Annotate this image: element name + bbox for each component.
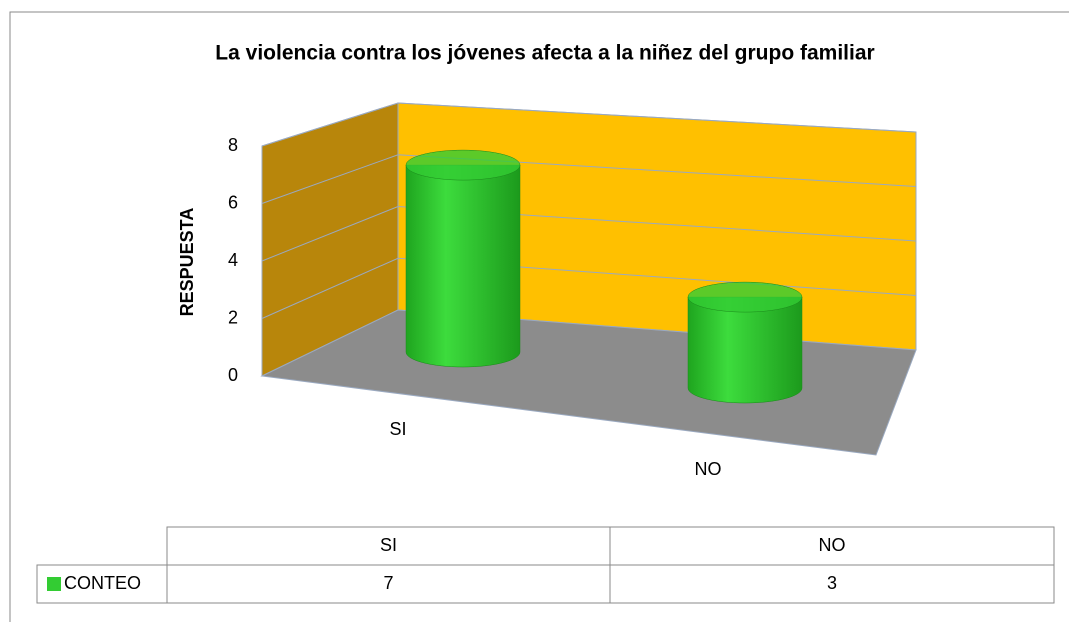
table-value: 3 bbox=[827, 573, 837, 593]
legend-label: CONTEO bbox=[64, 573, 141, 593]
y-axis-label: RESPUESTA bbox=[177, 208, 197, 317]
grid-line bbox=[261, 154, 917, 204]
table-value: 7 bbox=[383, 573, 393, 593]
table-data-row bbox=[36, 564, 1055, 604]
y-tick-label: 0 bbox=[228, 365, 238, 385]
grid-line bbox=[261, 102, 917, 147]
y-tick-label: 2 bbox=[228, 307, 238, 327]
bar-top bbox=[405, 149, 521, 181]
chart-border bbox=[9, 11, 1069, 627]
y-tick-label: 6 bbox=[228, 192, 238, 212]
y-tick-label: 8 bbox=[228, 135, 238, 155]
table-header: SI bbox=[380, 535, 397, 555]
bar-top bbox=[687, 281, 803, 313]
grid-line bbox=[261, 205, 917, 262]
x-tick-label: SI bbox=[389, 419, 406, 439]
bar bbox=[405, 164, 521, 368]
table-header: NO bbox=[819, 535, 846, 555]
x-tick-label: NO bbox=[695, 459, 722, 479]
data-table bbox=[36, 526, 1055, 604]
legend-swatch bbox=[47, 577, 61, 591]
bar bbox=[687, 296, 803, 404]
chart-title: La violencia contra los jóvenes afecta a… bbox=[215, 42, 874, 65]
y-tick-label: 4 bbox=[228, 250, 238, 270]
